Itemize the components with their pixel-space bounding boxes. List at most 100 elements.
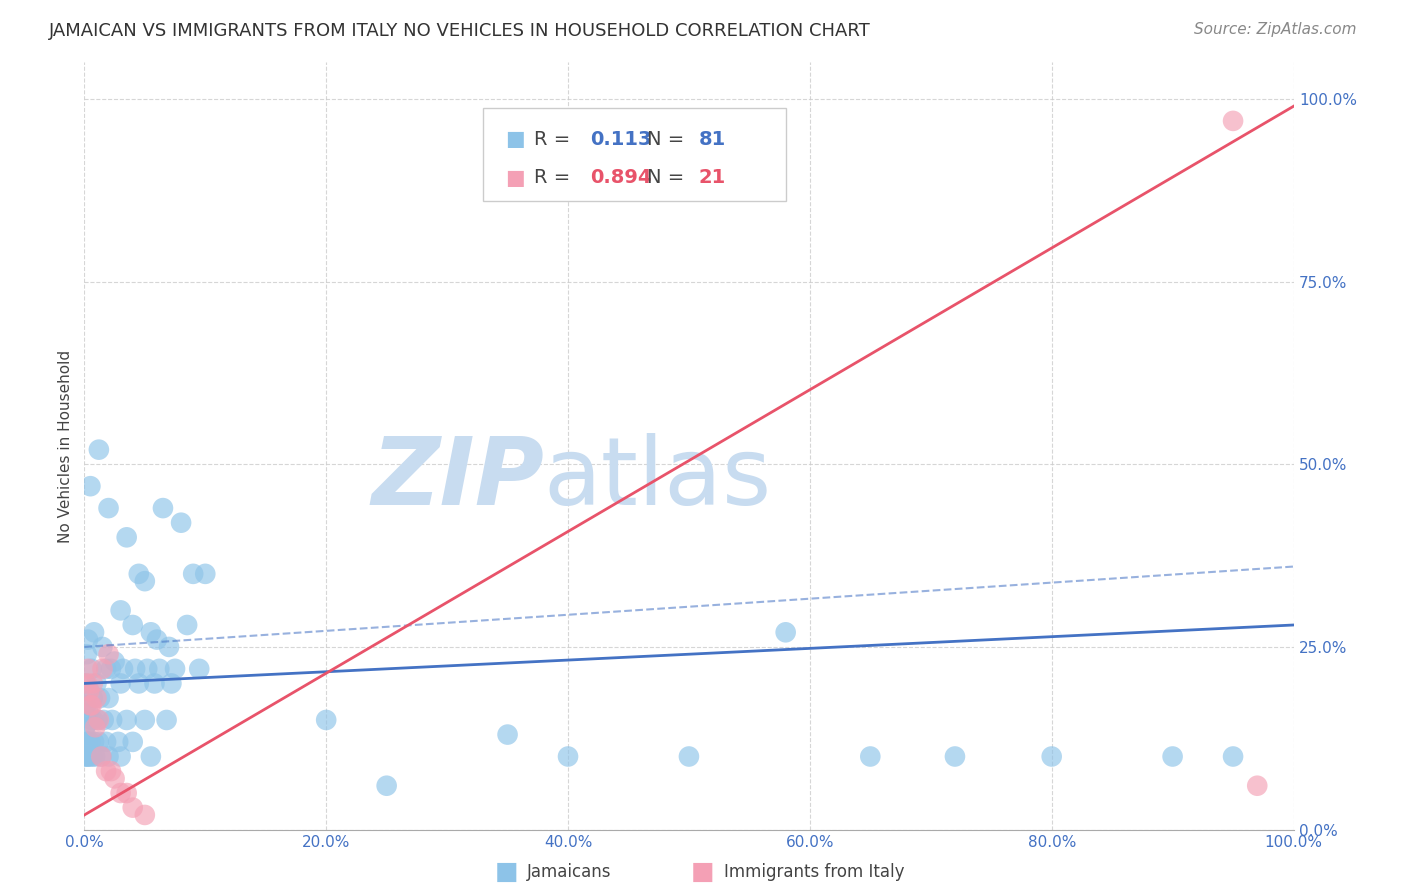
- Point: [115, 786, 138, 800]
- Point: [496, 728, 519, 742]
- Point: [1161, 749, 1184, 764]
- Point: [1222, 114, 1244, 128]
- Point: [124, 662, 146, 676]
- Point: [82, 713, 104, 727]
- Point: [375, 779, 398, 793]
- Point: [143, 676, 166, 690]
- Point: [75, 676, 97, 690]
- Text: Jamaicans: Jamaicans: [527, 863, 612, 881]
- Point: [89, 691, 111, 706]
- Text: Source: ZipAtlas.com: Source: ZipAtlas.com: [1194, 22, 1357, 37]
- Point: [104, 655, 127, 669]
- Point: [110, 786, 132, 800]
- Point: [160, 676, 183, 690]
- Point: [94, 662, 117, 676]
- Point: [115, 530, 138, 544]
- Text: ZIP: ZIP: [371, 433, 544, 524]
- Point: [170, 516, 193, 530]
- Point: [165, 662, 187, 676]
- Text: ■: ■: [505, 129, 524, 149]
- Text: R =: R =: [534, 168, 576, 187]
- Point: [155, 713, 177, 727]
- Point: [86, 676, 108, 690]
- Point: [121, 800, 143, 814]
- Point: [188, 662, 211, 676]
- Point: [110, 749, 132, 764]
- Point: [84, 720, 107, 734]
- Text: ■: ■: [505, 168, 524, 187]
- Point: [75, 749, 97, 764]
- Point: [136, 662, 159, 676]
- Point: [77, 683, 100, 698]
- Point: [94, 764, 117, 778]
- Point: [87, 442, 110, 457]
- Text: 0.113: 0.113: [589, 129, 651, 149]
- Point: [76, 676, 98, 690]
- Point: [110, 603, 132, 617]
- Text: N =: N =: [647, 129, 690, 149]
- Point: [76, 749, 98, 764]
- Point: [79, 735, 101, 749]
- Text: JAMAICAN VS IMMIGRANTS FROM ITALY NO VEHICLES IN HOUSEHOLD CORRELATION CHART: JAMAICAN VS IMMIGRANTS FROM ITALY NO VEH…: [49, 22, 870, 40]
- Point: [93, 713, 115, 727]
- Point: [82, 749, 104, 764]
- Point: [315, 713, 337, 727]
- Point: [90, 749, 112, 764]
- Point: [115, 713, 138, 727]
- Point: [97, 749, 120, 764]
- Point: [181, 566, 204, 581]
- Point: [152, 501, 174, 516]
- Point: [128, 676, 150, 690]
- Point: [82, 676, 104, 690]
- Point: [77, 683, 100, 698]
- Point: [80, 713, 103, 727]
- Point: [97, 647, 120, 661]
- Point: [134, 713, 156, 727]
- Point: [775, 625, 797, 640]
- Point: [79, 749, 101, 764]
- Point: [128, 566, 150, 581]
- Point: [134, 808, 156, 822]
- Point: [859, 749, 882, 764]
- Point: [82, 691, 104, 706]
- Point: [94, 735, 117, 749]
- Point: [77, 662, 100, 676]
- Point: [101, 713, 124, 727]
- Point: [87, 713, 110, 727]
- Point: [107, 735, 129, 749]
- Point: [77, 735, 100, 749]
- Point: [112, 662, 135, 676]
- Point: [91, 662, 114, 676]
- Point: [943, 749, 966, 764]
- Point: [80, 662, 103, 676]
- Text: Immigrants from Italy: Immigrants from Italy: [724, 863, 904, 881]
- Point: [139, 625, 162, 640]
- Point: [84, 749, 107, 764]
- Point: [83, 625, 105, 640]
- Point: [146, 632, 169, 647]
- Point: [100, 662, 122, 676]
- Point: [1040, 749, 1063, 764]
- Point: [100, 764, 122, 778]
- Point: [104, 772, 127, 786]
- Text: ■: ■: [495, 861, 517, 884]
- Point: [76, 735, 98, 749]
- Point: [97, 691, 120, 706]
- Point: [86, 713, 108, 727]
- FancyBboxPatch shape: [484, 109, 786, 201]
- Y-axis label: No Vehicles in Household: No Vehicles in Household: [58, 350, 73, 542]
- Point: [157, 640, 180, 654]
- Point: [176, 618, 198, 632]
- Point: [139, 749, 162, 764]
- Point: [80, 698, 103, 713]
- Point: [97, 501, 120, 516]
- Point: [557, 749, 579, 764]
- Point: [678, 749, 700, 764]
- Point: [73, 720, 96, 734]
- Point: [90, 749, 112, 764]
- Point: [75, 698, 97, 713]
- Text: atlas: atlas: [544, 433, 772, 524]
- Text: N =: N =: [647, 168, 690, 187]
- Point: [121, 618, 143, 632]
- Text: 81: 81: [699, 129, 725, 149]
